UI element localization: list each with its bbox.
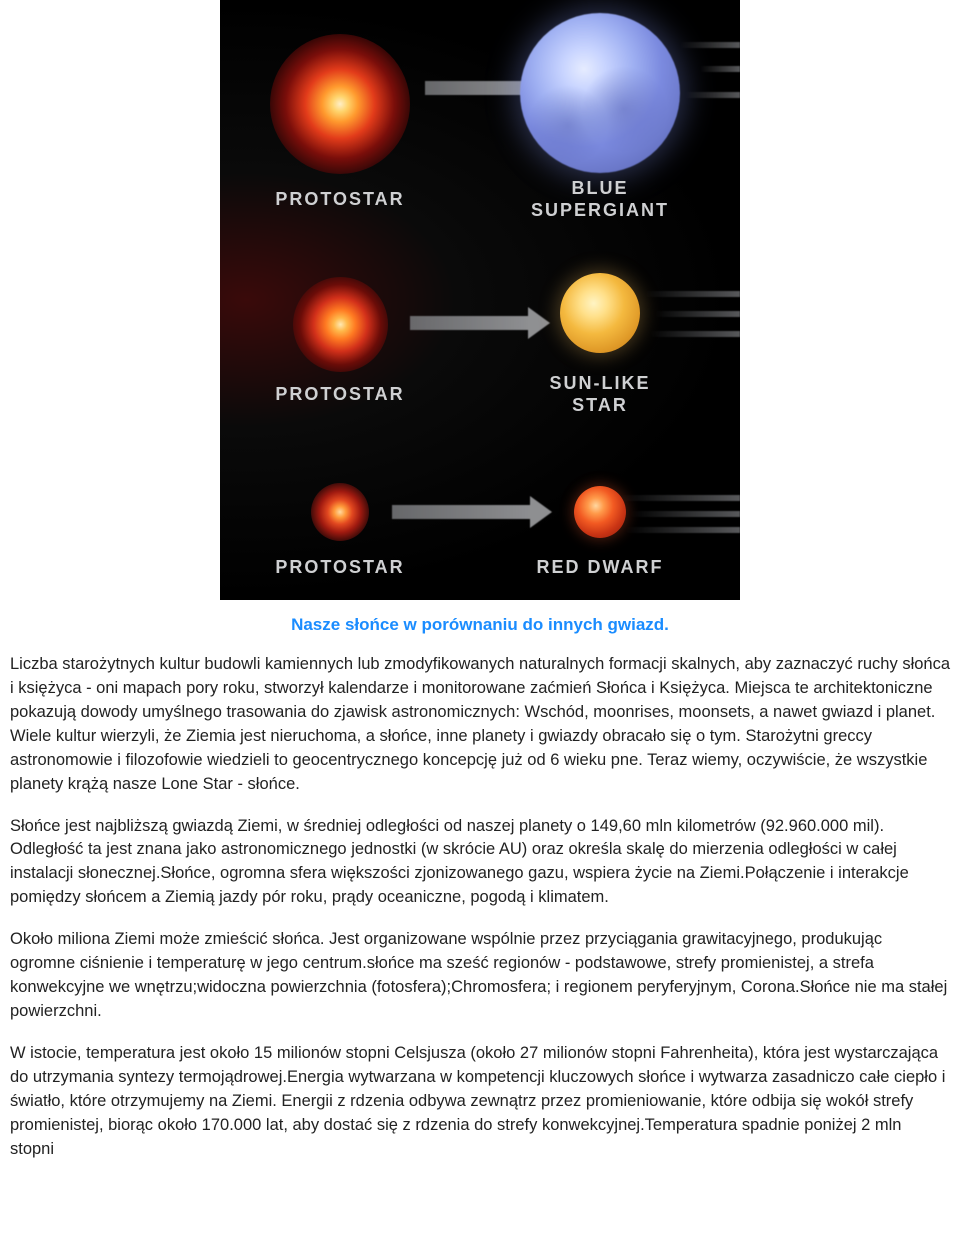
evolved-star-label: BLUESUPERGIANT bbox=[460, 178, 740, 221]
infographic-row: PROTOSTARRED DWARF bbox=[220, 440, 740, 600]
right-column: SUN-LIKESTAR bbox=[460, 253, 740, 416]
right-column: RED DWARF bbox=[460, 467, 740, 579]
protostar-label: PROTOSTAR bbox=[220, 384, 460, 406]
body-paragraph: Około miliona Ziemi może zmieścić słońca… bbox=[10, 928, 950, 1024]
body-paragraph: Liczba starożytnych kultur budowli kamie… bbox=[10, 653, 950, 797]
infographic-container: PROTOSTARBLUESUPERGIANTPROTOSTARSUN-LIKE… bbox=[10, 0, 950, 605]
motion-trail bbox=[620, 495, 740, 501]
motion-trail bbox=[700, 66, 740, 72]
motion-trail bbox=[625, 527, 740, 533]
motion-trail bbox=[645, 291, 740, 297]
protostar-body bbox=[270, 34, 410, 174]
page: { "infographic": { "type": "infographic"… bbox=[0, 0, 960, 1200]
right-column: BLUESUPERGIANT bbox=[460, 8, 740, 221]
protostar-body bbox=[311, 483, 369, 541]
motion-trail bbox=[680, 42, 740, 48]
left-column: PROTOSTAR bbox=[220, 467, 460, 579]
motion-trail bbox=[685, 92, 740, 98]
evolved-star-label: RED DWARF bbox=[460, 557, 740, 579]
evolved-star-label: SUN-LIKESTAR bbox=[460, 373, 740, 416]
star-comparison-infographic: PROTOSTARBLUESUPERGIANTPROTOSTARSUN-LIKE… bbox=[220, 0, 740, 600]
protostar-label: PROTOSTAR bbox=[220, 557, 460, 579]
motion-trail bbox=[650, 331, 740, 337]
evolved-star-body bbox=[520, 13, 680, 173]
motion-trail bbox=[655, 311, 740, 317]
infographic-row: PROTOSTARBLUESUPERGIANT bbox=[220, 0, 740, 230]
protostar-label: PROTOSTAR bbox=[220, 189, 460, 211]
left-column: PROTOSTAR bbox=[220, 19, 460, 211]
infographic-row: PROTOSTARSUN-LIKESTAR bbox=[220, 240, 740, 430]
body-paragraph: W istocie, temperatura jest około 15 mil… bbox=[10, 1042, 950, 1162]
protostar-body bbox=[293, 277, 388, 372]
left-column: PROTOSTAR bbox=[220, 264, 460, 406]
figure-caption: Nasze słońce w porównaniu do innych gwia… bbox=[10, 615, 950, 635]
evolved-star-body bbox=[574, 486, 626, 538]
evolved-star-body bbox=[560, 273, 640, 353]
motion-trail bbox=[630, 511, 740, 517]
body-paragraph: Słońce jest najbliższą gwiazdą Ziemi, w … bbox=[10, 815, 950, 911]
